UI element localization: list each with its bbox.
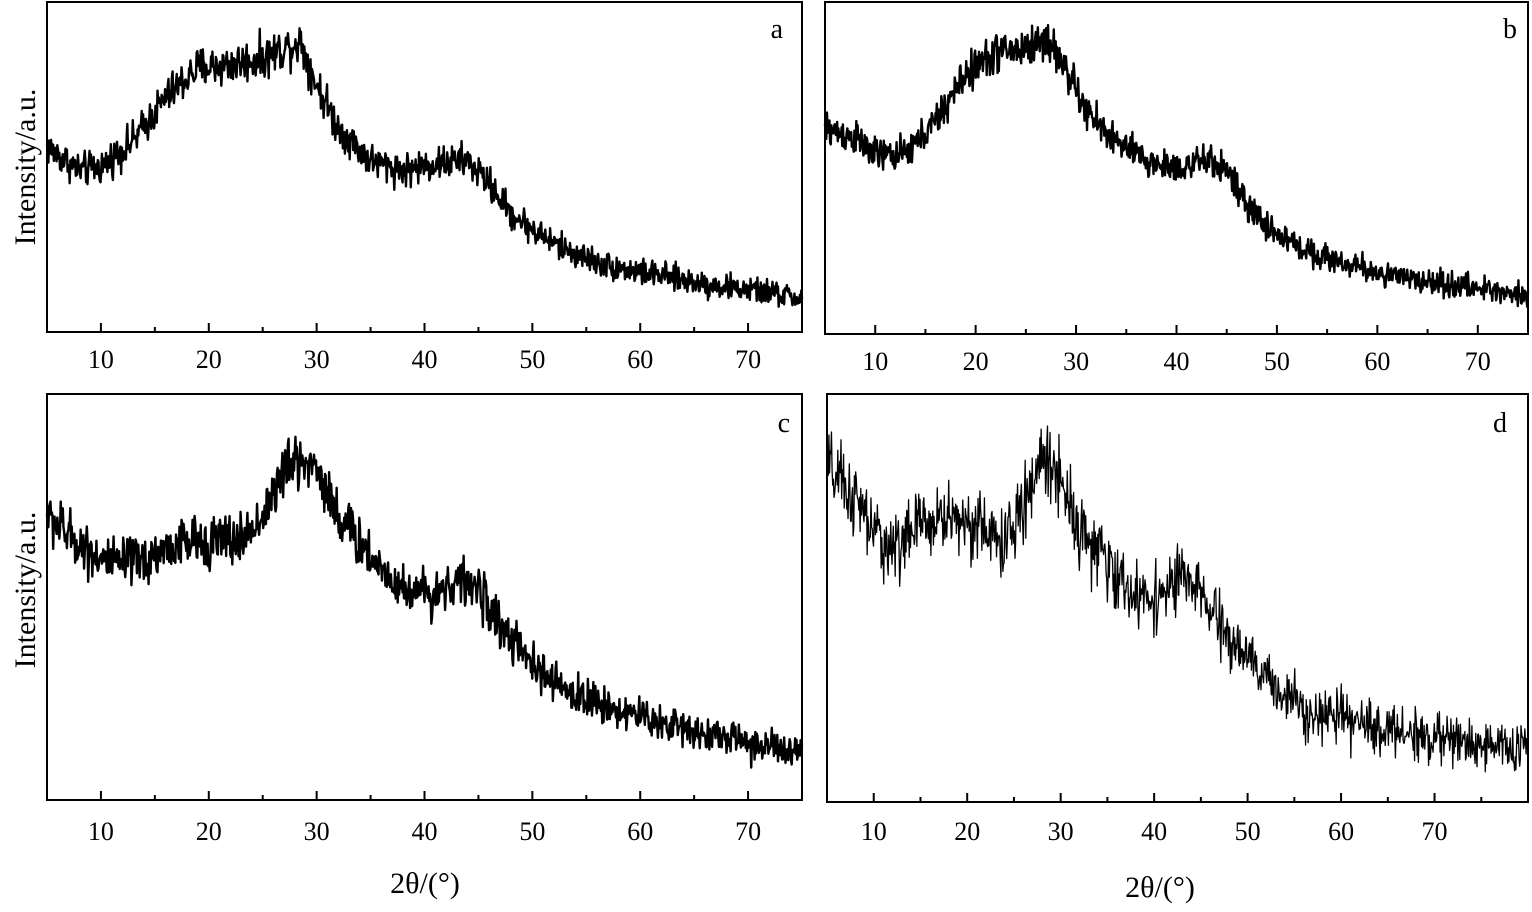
x-tick-label: 10 bbox=[862, 347, 888, 376]
x-axis-label: 2θ/(°) bbox=[1125, 871, 1195, 904]
panel-label: a bbox=[771, 14, 784, 45]
panel-a: 10 20 30 40 50 60 70 a Intensity/a.u. bbox=[9, 1, 804, 374]
x-tick-label: 20 bbox=[963, 347, 989, 376]
x-tick-label: 70 bbox=[735, 817, 761, 846]
y-axis-label: Intensity/a.u. bbox=[9, 89, 42, 246]
series-line bbox=[45, 435, 804, 769]
x-tick-label: 50 bbox=[1264, 347, 1290, 376]
x-tick-label: 70 bbox=[735, 345, 761, 374]
panel-d: 10 20 30 40 50 60 70 d 2θ/(°) bbox=[826, 393, 1529, 904]
x-ticks bbox=[824, 325, 1529, 334]
x-tick-label: 40 bbox=[412, 345, 438, 374]
series-line bbox=[823, 23, 1530, 309]
x-tick-label: 60 bbox=[1328, 817, 1354, 846]
x-tick-label: 10 bbox=[861, 817, 887, 846]
x-tick-label: 30 bbox=[304, 817, 330, 846]
x-tick-label: 60 bbox=[627, 817, 653, 846]
x-ticks bbox=[46, 791, 803, 800]
panel-label: d bbox=[1493, 408, 1507, 439]
plot-frame bbox=[826, 393, 1529, 803]
x-tick-label: 70 bbox=[1422, 817, 1448, 846]
x-tick-label: 30 bbox=[304, 345, 330, 374]
x-tick-label: 10 bbox=[88, 345, 114, 374]
x-tick-label: 40 bbox=[1141, 817, 1167, 846]
x-tick-label: 30 bbox=[1063, 347, 1089, 376]
panel-label: c bbox=[778, 408, 790, 439]
x-tick-labels: 10 20 30 40 50 60 70 bbox=[88, 345, 761, 374]
x-tick-label: 50 bbox=[519, 345, 545, 374]
x-tick-label: 30 bbox=[1048, 817, 1074, 846]
y-axis-label: Intensity/a.u. bbox=[9, 512, 42, 669]
panel-label: b bbox=[1503, 14, 1517, 45]
x-tick-label: 40 bbox=[412, 817, 438, 846]
x-tick-label: 50 bbox=[519, 817, 545, 846]
x-tick-labels: 10 20 30 40 50 60 70 bbox=[861, 817, 1448, 846]
x-tick-label: 60 bbox=[627, 345, 653, 374]
x-tick-labels: 10 20 30 40 50 60 70 bbox=[862, 347, 1491, 376]
x-axis-label: 2θ/(°) bbox=[390, 867, 460, 900]
panel-c: 10 20 30 40 50 60 70 c Intensity/a.u. 2θ/(°) bbox=[9, 393, 804, 900]
series-line bbox=[45, 27, 804, 308]
x-tick-label: 40 bbox=[1164, 347, 1190, 376]
x-tick-label: 20 bbox=[196, 817, 222, 846]
x-ticks bbox=[46, 323, 803, 332]
series-line bbox=[826, 425, 1529, 773]
panel-b: 10 20 30 40 50 60 70 b bbox=[823, 1, 1530, 376]
x-tick-label: 20 bbox=[196, 345, 222, 374]
x-tick-label: 60 bbox=[1364, 347, 1390, 376]
x-tick-label: 50 bbox=[1235, 817, 1261, 846]
x-tick-labels: 10 20 30 40 50 60 70 bbox=[88, 817, 761, 846]
x-ticks bbox=[826, 793, 1483, 802]
x-tick-label: 10 bbox=[88, 817, 114, 846]
x-tick-label: 20 bbox=[954, 817, 980, 846]
x-tick-label: 70 bbox=[1465, 347, 1491, 376]
